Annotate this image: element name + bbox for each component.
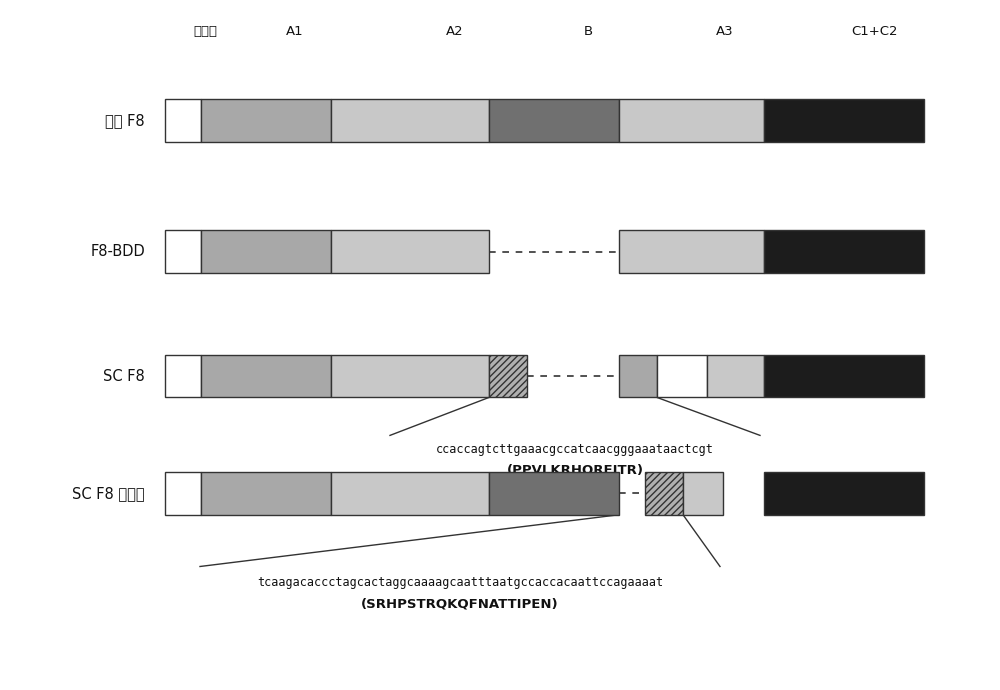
Bar xyxy=(764,355,924,397)
Bar xyxy=(201,230,331,273)
Text: (PPVLKRHQREITR): (PPVLKRHQREITR) xyxy=(507,464,644,476)
Bar xyxy=(165,99,201,142)
Bar xyxy=(489,355,527,397)
Text: 信号肽: 信号肽 xyxy=(193,25,217,37)
Bar xyxy=(707,355,764,397)
Bar xyxy=(645,472,683,515)
Bar xyxy=(331,355,489,397)
Bar xyxy=(331,472,489,515)
Bar xyxy=(764,472,924,515)
Bar xyxy=(201,99,331,142)
Bar xyxy=(331,230,489,273)
Bar xyxy=(489,472,619,515)
Bar xyxy=(619,99,764,142)
Text: B: B xyxy=(583,25,593,37)
Bar xyxy=(165,472,201,515)
Text: (SRHPSTRQKQFNATTIPEN): (SRHPSTRQKQFNATTIPEN) xyxy=(361,598,559,611)
Bar xyxy=(201,472,331,515)
Text: F8-BDD: F8-BDD xyxy=(90,244,145,259)
Bar xyxy=(657,355,707,397)
Bar xyxy=(619,230,764,273)
Bar xyxy=(489,99,619,142)
Text: A3: A3 xyxy=(716,25,734,37)
Text: tcaagacaccctagcactaggcaaaagcaatttaatgccaccacaattccagaaaat: tcaagacaccctagcactaggcaaaagcaatttaatgcca… xyxy=(257,576,663,589)
Text: SC F8: SC F8 xyxy=(103,368,145,384)
Text: A2: A2 xyxy=(446,25,464,37)
Bar xyxy=(619,355,657,397)
Bar xyxy=(165,230,201,273)
Bar xyxy=(165,355,201,397)
Text: C1+C2: C1+C2 xyxy=(852,25,898,37)
Bar xyxy=(764,230,924,273)
Bar xyxy=(683,472,723,515)
Text: SC F8 突变体: SC F8 突变体 xyxy=(72,486,145,501)
Bar xyxy=(331,99,489,142)
Text: ccaccagtcttgaaacgccatcaacgggaaataactcgt: ccaccagtcttgaaacgccatcaacgggaaataactcgt xyxy=(436,443,714,455)
Bar xyxy=(764,99,924,142)
Text: 全长 F8: 全长 F8 xyxy=(105,113,145,128)
Bar xyxy=(201,355,331,397)
Text: A1: A1 xyxy=(286,25,304,37)
